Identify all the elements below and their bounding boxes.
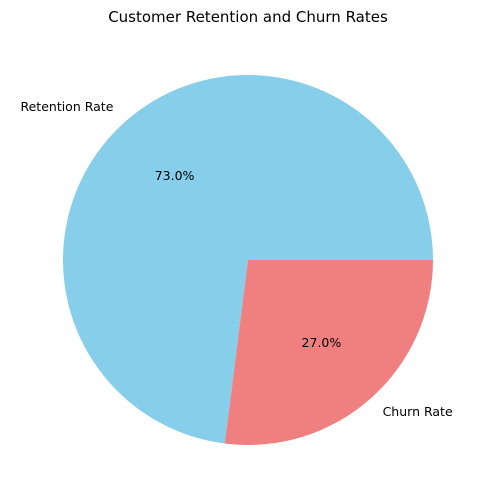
pie-slice-churn-rate [224, 260, 433, 445]
slice-label-churn-rate: Churn Rate [383, 404, 453, 419]
slice-label-retention-rate: Retention Rate [20, 99, 113, 114]
chart-title: Customer Retention and Churn Rates [108, 8, 388, 26]
slice-percent-retention-rate: 73.0% [155, 168, 195, 183]
pie-slices [63, 74, 434, 445]
pie-slice-retention-rate [63, 74, 434, 444]
slice-percent-churn-rate: 27.0% [302, 335, 342, 350]
pie-labels: Retention Rate 73.0% Churn Rate 27.0% [20, 99, 452, 419]
